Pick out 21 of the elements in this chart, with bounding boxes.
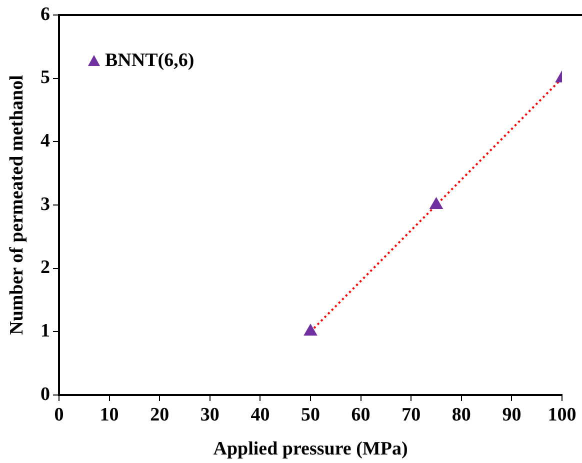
x-tick-label: 60 <box>351 404 370 426</box>
y-axis-title: Number of permeated methanol <box>6 75 28 335</box>
x-tick-label: 70 <box>402 404 421 426</box>
y-tick-label: 2 <box>40 257 50 278</box>
x-tick-label: 100 <box>548 404 576 426</box>
x-tick-label: 30 <box>200 404 220 426</box>
x-tick-label: 40 <box>250 404 270 426</box>
x-tick-label: 0 <box>54 404 64 426</box>
x-tick-label: 20 <box>150 404 170 426</box>
y-tick-label: 0 <box>40 384 50 405</box>
x-tick-label: 10 <box>100 404 119 426</box>
y-tick-label: 6 <box>40 4 50 25</box>
x-tick-label: 90 <box>502 404 522 426</box>
y-tick-label: 3 <box>40 194 50 215</box>
y-tick-label: 4 <box>40 130 50 152</box>
x-tick-label: 50 <box>301 404 320 426</box>
y-tick-label: 5 <box>40 67 50 88</box>
x-axis-title: Applied pressure (MPa) <box>213 438 408 460</box>
x-tick-label: 80 <box>452 404 471 426</box>
y-tick-label: 1 <box>40 320 50 342</box>
legend-label: BNNT(6,6) <box>105 50 194 71</box>
